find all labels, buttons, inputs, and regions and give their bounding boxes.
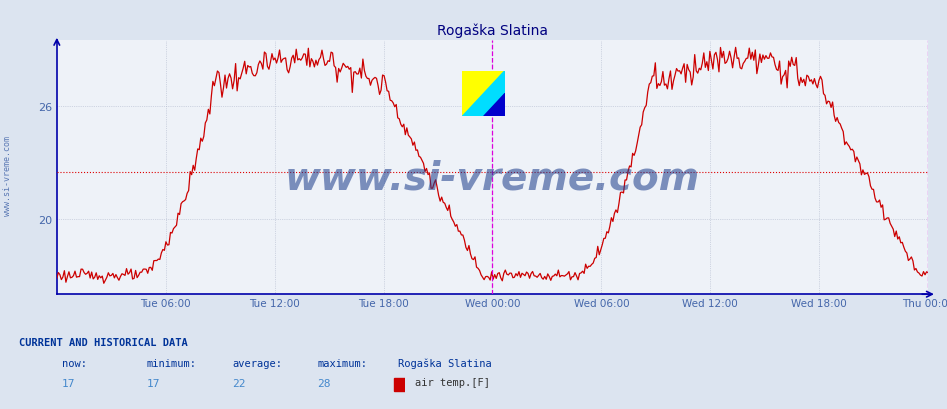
Text: www.si-vreme.com: www.si-vreme.com [285,159,700,197]
Text: 17: 17 [147,378,160,389]
Title: Rogaška Slatina: Rogaška Slatina [437,24,548,38]
Text: 22: 22 [232,378,245,389]
Text: air temp.[F]: air temp.[F] [415,377,490,387]
Bar [394,378,404,391]
Text: maximum:: maximum: [317,358,367,368]
Text: average:: average: [232,358,282,368]
Text: Rogaška Slatina: Rogaška Slatina [398,357,491,368]
Polygon shape [462,71,505,117]
Polygon shape [484,94,505,117]
Text: 28: 28 [317,378,331,389]
Text: now:: now: [62,358,86,368]
Text: CURRENT AND HISTORICAL DATA: CURRENT AND HISTORICAL DATA [19,337,188,348]
Text: www.si-vreme.com: www.si-vreme.com [3,136,12,216]
Text: 17: 17 [62,378,75,389]
Polygon shape [462,71,505,117]
Text: minimum:: minimum: [147,358,197,368]
